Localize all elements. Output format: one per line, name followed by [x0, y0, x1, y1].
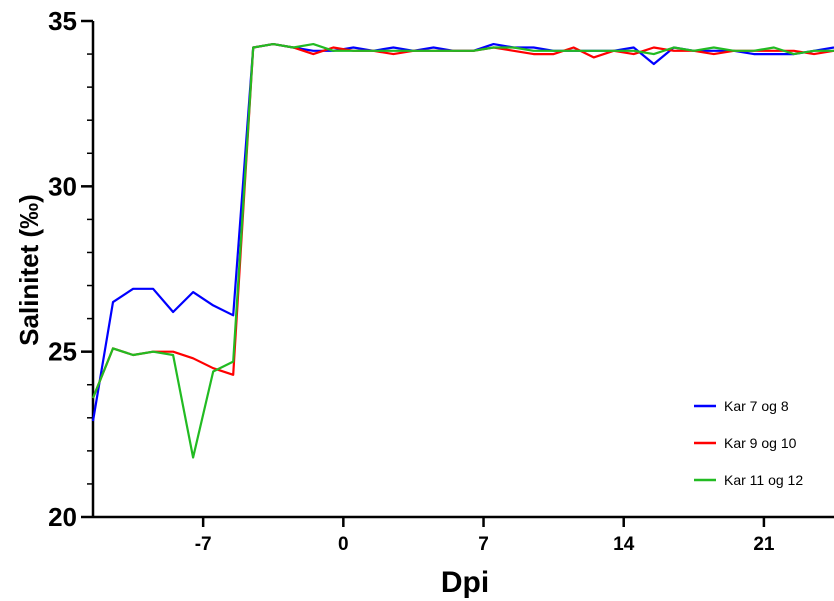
y-tick-label: 25: [48, 337, 77, 367]
y-tick-label: 20: [48, 502, 77, 532]
y-tick-label: 35: [48, 6, 77, 36]
legend-label-3: Kar 11 og 12: [724, 472, 803, 488]
x-tick-label: 0: [338, 534, 349, 555]
legend: Kar 7 og 8 Kar 9 og 10 Kar 11 og 12: [694, 398, 803, 488]
x-tick-label: -7: [195, 534, 212, 555]
series-line-3: [91, 42, 834, 459]
legend-label-1: Kar 7 og 8: [724, 398, 789, 414]
y-tick-label: 30: [48, 171, 77, 201]
x-axis: -7 0 7 14 21: [93, 515, 834, 555]
legend-label-2: Kar 9 og 10: [724, 435, 797, 451]
x-axis-title: Dpi: [441, 566, 489, 599]
series-line-2: [91, 42, 834, 399]
x-tick-label: 14: [613, 534, 635, 555]
x-tick-label: 21: [753, 534, 775, 555]
x-tick-label: 7: [478, 534, 489, 555]
y-axis: 20 25 30 35: [48, 6, 95, 532]
series-layer: [91, 42, 834, 459]
y-axis-title: Salinitet (‰): [14, 194, 44, 346]
